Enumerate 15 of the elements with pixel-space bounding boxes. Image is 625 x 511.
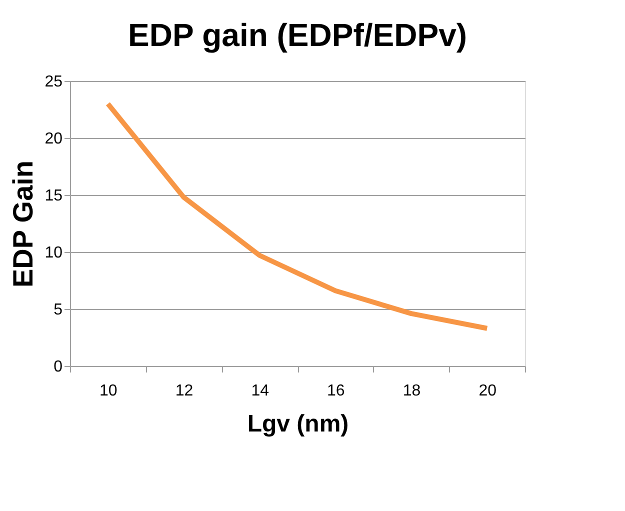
x-axis-title: Lgv (nm) bbox=[247, 410, 349, 438]
y-tick-label: 20 bbox=[44, 130, 63, 148]
y-tick-label: 25 bbox=[44, 74, 63, 90]
x-tick-label: 14 bbox=[251, 382, 270, 400]
x-tick-label: 12 bbox=[175, 382, 194, 400]
y-tick-label: 5 bbox=[54, 302, 63, 318]
y-axis-title: EDP Gain bbox=[8, 160, 39, 288]
chart-title: EDP gain (EDPf/EDPv) bbox=[128, 17, 468, 53]
x-tick-label: 18 bbox=[402, 382, 421, 400]
x-tick-label: 10 bbox=[100, 382, 118, 400]
y-tick-label: 0 bbox=[54, 358, 63, 376]
y-tick-label: 10 bbox=[44, 244, 63, 262]
y-tick-label: 15 bbox=[44, 188, 63, 204]
x-tick-label: 20 bbox=[478, 382, 497, 400]
x-tick-label: 16 bbox=[327, 382, 345, 400]
